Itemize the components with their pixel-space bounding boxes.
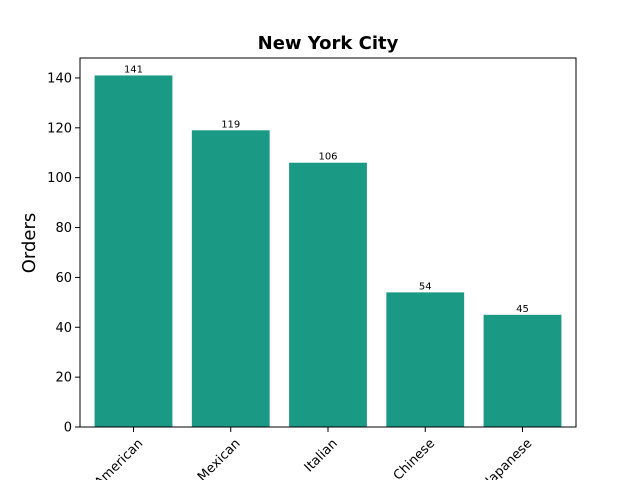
bar-italian (289, 162, 367, 427)
y-tick-label-60: 60 (55, 271, 72, 286)
y-axis-label: Orders (19, 213, 40, 274)
data-label-japanese: 45 (516, 304, 529, 315)
y-tick-label-0: 0 (64, 421, 72, 436)
x-tick-label-japanese: Japanese (482, 436, 535, 480)
bar-japanese (483, 314, 562, 427)
y-tick-label-80: 80 (55, 221, 72, 236)
y-tick-label-100: 100 (47, 171, 72, 186)
x-tick-label-american: American (92, 436, 146, 480)
y-tick-label-20: 20 (55, 371, 72, 386)
chart-title: New York City (258, 33, 399, 54)
plot-area: 141 119 106 54 45 0 20 40 60 80 100 120 140 American M… (47, 57, 577, 480)
y-tick-label-40: 40 (55, 321, 72, 336)
x-tick-label-italian: Italian (302, 436, 341, 475)
bar-chinese (386, 292, 465, 427)
data-label-italian: 106 (318, 152, 337, 163)
data-label-mexican: 119 (221, 119, 240, 130)
y-tick-label-120: 120 (47, 121, 72, 136)
x-tick-label-chinese: Chinese (391, 436, 438, 480)
data-label-chinese: 54 (419, 281, 432, 292)
bar-american (94, 75, 173, 428)
data-label-american: 141 (124, 64, 143, 75)
y-tick-label-140: 140 (47, 71, 72, 86)
x-tick-label-mexican: Mexican (195, 436, 244, 480)
bar-mexican (191, 130, 270, 427)
